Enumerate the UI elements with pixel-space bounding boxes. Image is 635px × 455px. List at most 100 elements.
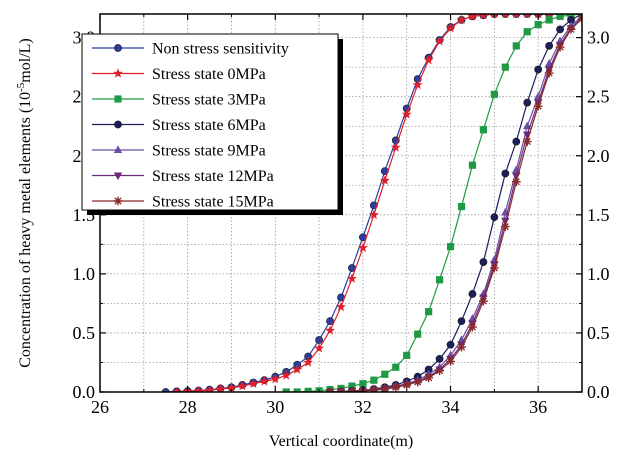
y-axis-title-superscript: -5 (15, 82, 27, 92)
data-point (545, 41, 554, 50)
data-point (534, 21, 542, 29)
x-axis-title: Vertical coordinate(m) (269, 433, 413, 450)
data-point (545, 16, 553, 24)
data-point (479, 296, 488, 306)
data-point (513, 14, 520, 19)
data-point (326, 317, 334, 326)
y-tick-label: 0.5 (73, 323, 96, 343)
data-point (468, 161, 477, 169)
data-point (270, 373, 281, 384)
data-point (259, 376, 270, 386)
data-point (478, 14, 488, 20)
data-point (403, 351, 411, 359)
legend-marker (114, 120, 122, 129)
legend: Non stress sensitivity Stress state 0MPa S… (81, 33, 343, 215)
y-axis-title-unit: mol/L) (17, 38, 34, 82)
data-point (556, 14, 564, 20)
data-point (193, 385, 204, 392)
legend-item: Stress state 9MPa (92, 143, 266, 160)
data-point (566, 24, 576, 34)
legend-label: Stress state 9MPa (152, 143, 266, 160)
data-point (468, 322, 477, 332)
data-point (368, 209, 379, 220)
data-point (511, 177, 521, 187)
data-point (457, 342, 466, 352)
data-point (381, 370, 389, 378)
data-point (490, 213, 499, 222)
legend-label: Stress state 12MPa (152, 168, 274, 185)
data-point (446, 243, 455, 251)
legend-label: Stress state 0MPa (152, 66, 266, 83)
data-point (293, 388, 301, 392)
data-point (325, 325, 335, 335)
y-tick-label-right: 0.0 (587, 382, 610, 402)
data-point (380, 384, 390, 392)
data-point (369, 385, 379, 392)
data-point (501, 169, 510, 178)
data-point (357, 242, 368, 253)
data-point (524, 14, 531, 19)
data-point (336, 301, 346, 312)
data-point (479, 258, 488, 266)
data-point (468, 290, 477, 298)
legend-marker (114, 44, 122, 52)
data-point (446, 340, 455, 349)
data-point (412, 79, 423, 90)
y-tick-label-right: 0.5 (587, 323, 610, 343)
legend-item: Stress state 15MPa (92, 194, 274, 211)
legend-item: Stress state 12MPa (92, 168, 274, 185)
series-line (330, 15, 582, 392)
data-point (348, 382, 356, 390)
legend-marker (113, 145, 123, 153)
legend-marker (113, 172, 123, 181)
legend-label: Stress state 15MPa (152, 194, 274, 211)
data-point (533, 101, 543, 111)
y-axis-title: Concentration of heavy metal elements (1… (15, 38, 34, 368)
legend-item: Stress state 0MPa (92, 66, 266, 83)
data-point (282, 388, 290, 392)
data-point (215, 383, 226, 392)
axis-ticks: 26 28 30 32 34 360.0 0.00.5 0.51.0 1.01.5 1.52.02… (73, 14, 610, 417)
data-point (544, 68, 554, 78)
data-point (489, 263, 499, 273)
data-point (370, 376, 378, 384)
series-line (286, 14, 582, 392)
x-tick-label: 26 (91, 397, 109, 417)
data-point (414, 330, 422, 338)
x-tick-label: 36 (529, 397, 547, 417)
y-tick-label-right: 1.0 (587, 264, 610, 284)
data-point (467, 14, 478, 21)
legend-box (81, 33, 339, 211)
y-tick-label-right: 2.0 (587, 146, 610, 166)
data-point (314, 343, 325, 353)
legend-label: Stress state 6MPa (152, 117, 266, 134)
data-point (435, 276, 444, 284)
data-point (523, 98, 532, 107)
legend-item: Non stress sensitivity (92, 41, 289, 58)
data-point (512, 137, 521, 146)
legend-label: Non stress sensitivity (152, 41, 289, 58)
data-point (304, 387, 312, 392)
y-tick-label-right: 3.0 (587, 28, 610, 48)
data-point (292, 364, 303, 374)
data-point (512, 165, 521, 173)
data-point (456, 14, 467, 25)
y-tick-label-right: 1.5 (587, 205, 610, 225)
data-point (500, 222, 510, 232)
data-point (556, 25, 564, 34)
x-tick-label: 34 (442, 397, 460, 417)
data-point (204, 385, 215, 392)
x-tick-label: 28 (179, 397, 197, 417)
data-point (423, 54, 434, 65)
data-point (379, 175, 390, 185)
legend-marker (113, 196, 123, 206)
data-point (435, 355, 444, 363)
data-point (413, 377, 423, 387)
legend-item: Stress state 3MPa (92, 92, 266, 109)
data-point (512, 42, 520, 50)
y-tick-label: 1.0 (73, 264, 96, 284)
series-line (330, 14, 582, 392)
data-point (359, 380, 367, 388)
legend-marker (114, 95, 122, 103)
